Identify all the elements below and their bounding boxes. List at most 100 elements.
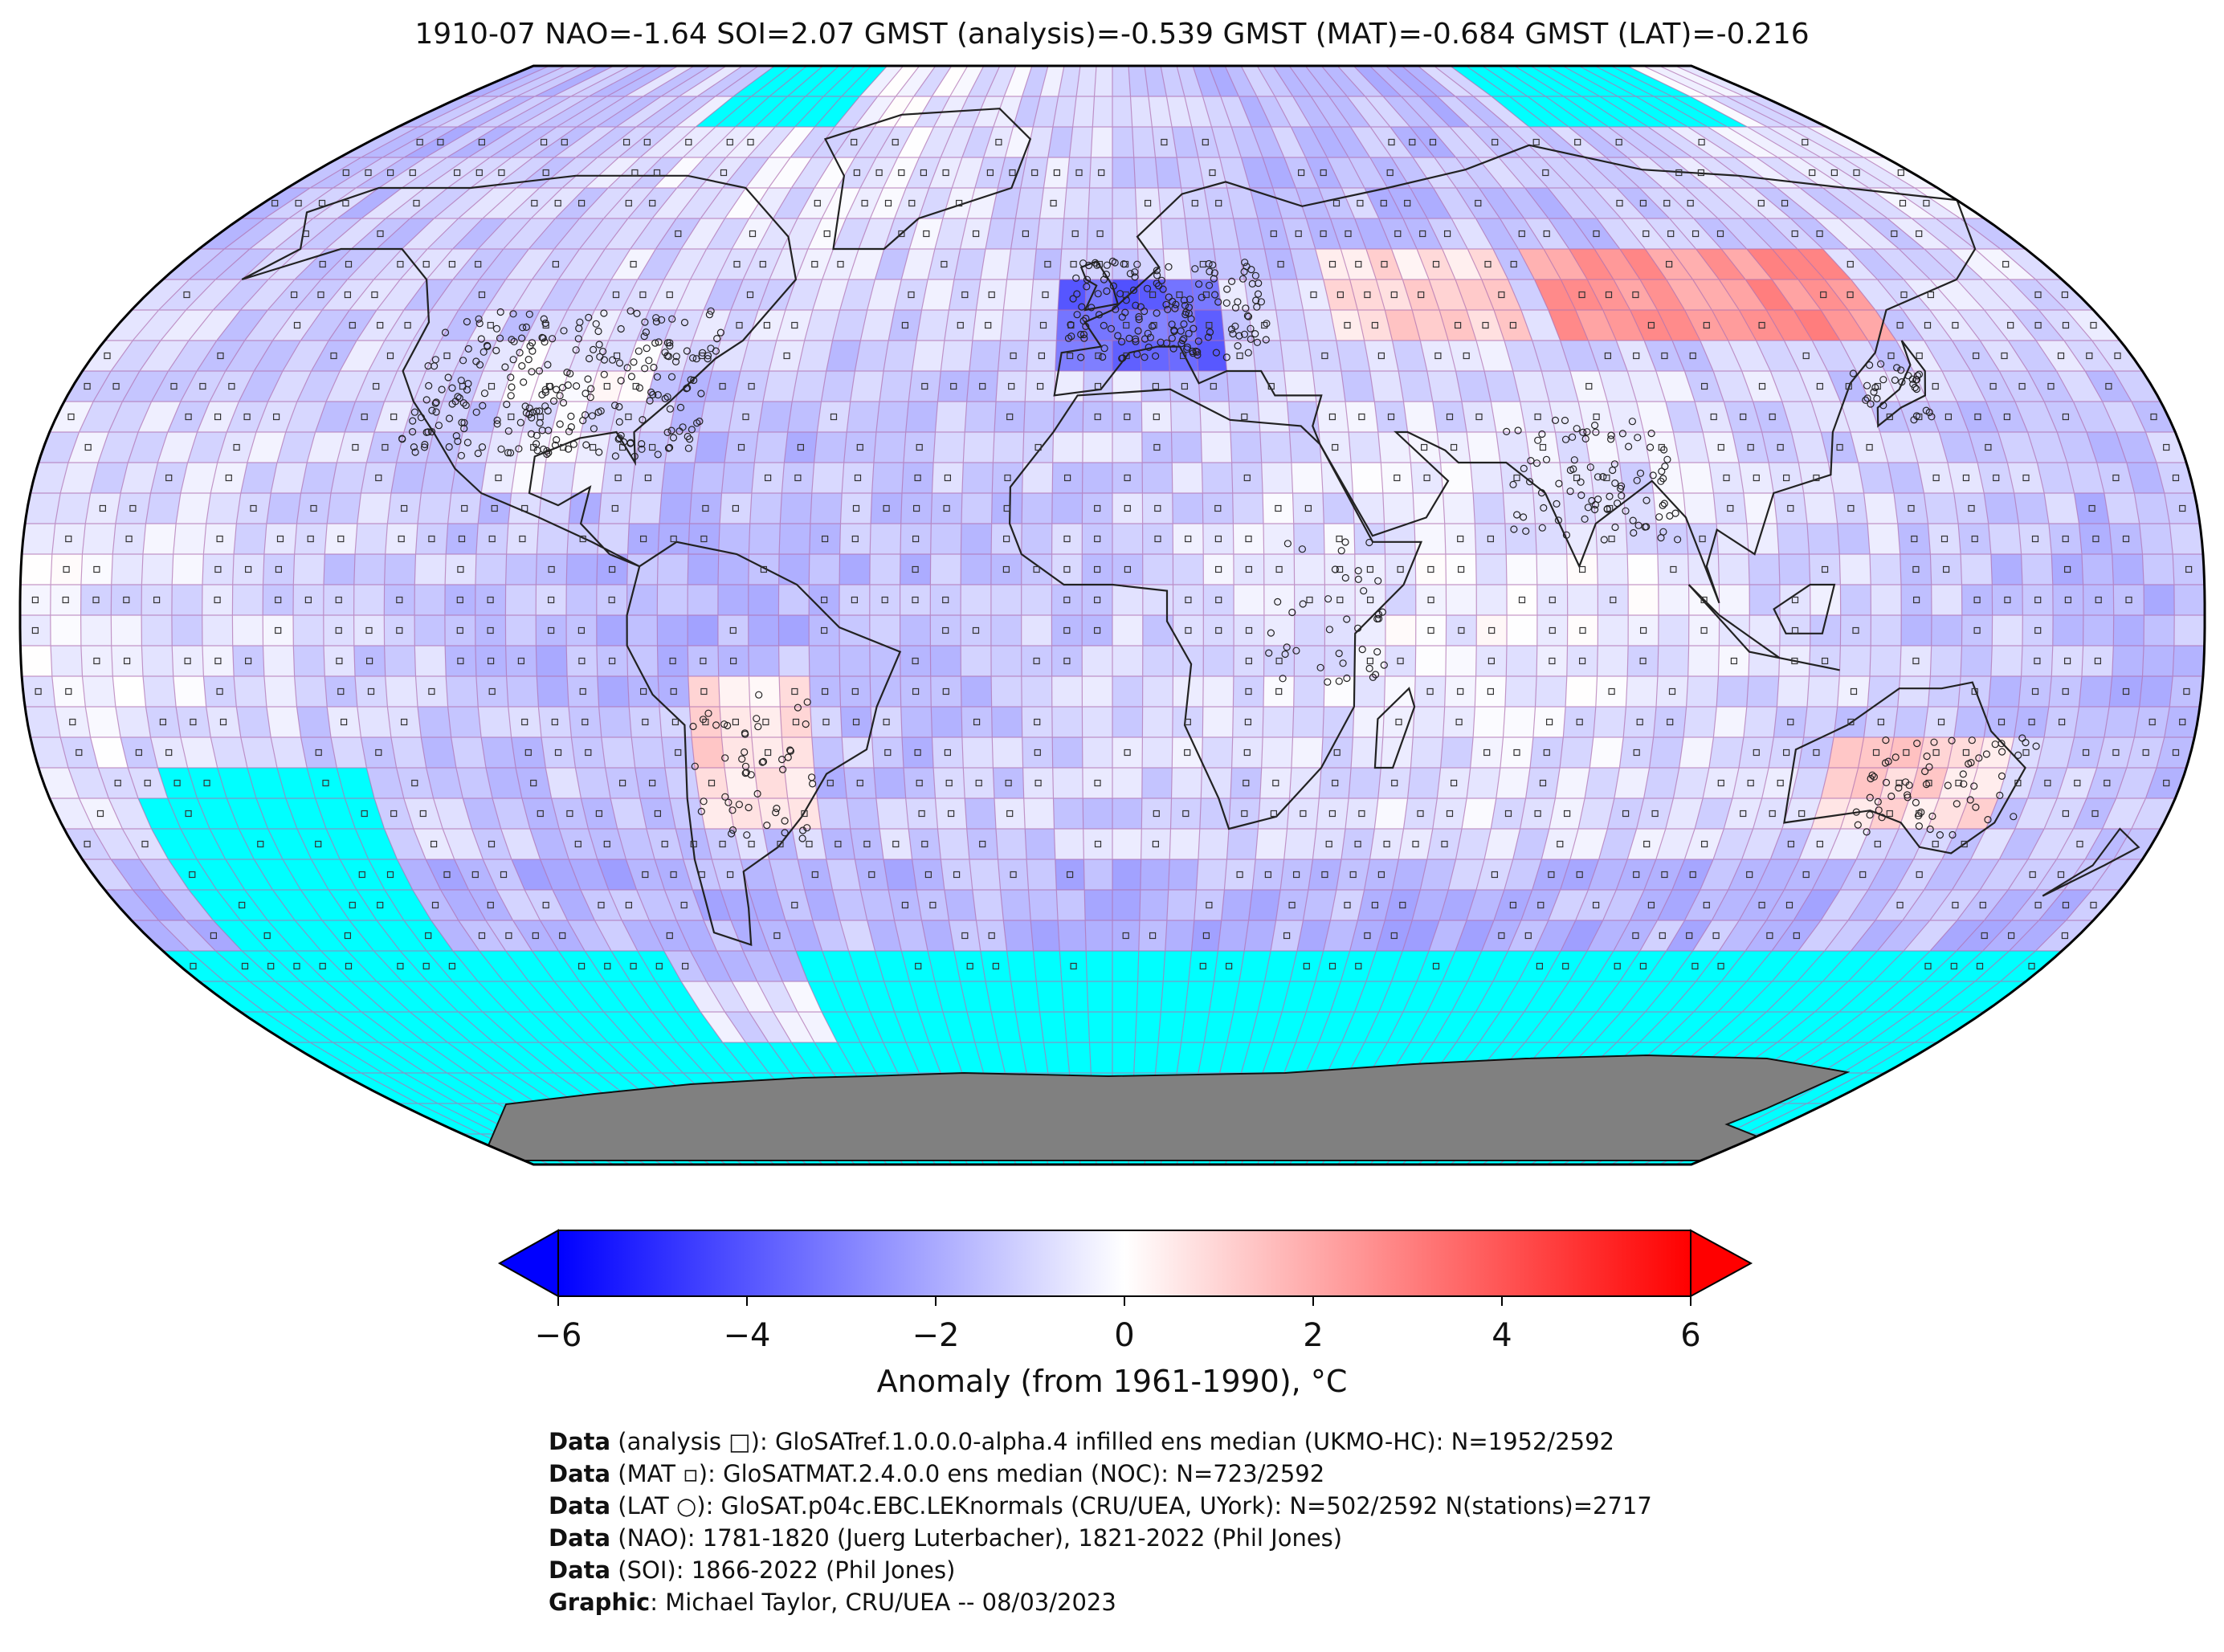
anomaly-cell: [1354, 554, 1385, 585]
anomaly-cell: [749, 1012, 792, 1042]
anomaly-cell: [935, 402, 967, 432]
anomaly-cell: [1871, 615, 1902, 646]
anomaly-cell: [1566, 646, 1598, 676]
anomaly-cell: [98, 768, 138, 798]
anomaly-cell: [138, 402, 181, 432]
anomaly-cell: [1569, 371, 1608, 402]
anomaly-cell: [1684, 371, 1724, 402]
anomaly-cell: [664, 432, 700, 463]
credit-line: Data (MAT ▫): GloSATMAT.2.4.0.0 ens medi…: [549, 1460, 1325, 1487]
anomaly-cell: [93, 829, 140, 859]
anomaly-cell: [2104, 707, 2140, 737]
anomaly-cell: [492, 798, 530, 829]
anomaly-cell: [324, 524, 357, 554]
anomaly-cell: [1476, 615, 1508, 646]
anomaly-cell: [2134, 707, 2170, 737]
anomaly-cell: [1426, 829, 1462, 859]
anomaly-cell: [2113, 371, 2161, 402]
anomaly-cell: [2066, 890, 2120, 920]
anomaly-cell: [1713, 707, 1747, 737]
anomaly-cell: [1233, 646, 1264, 676]
anomaly-cell: [749, 493, 782, 524]
anomaly-cell: [1496, 768, 1530, 798]
anomaly-cell: [1549, 798, 1585, 829]
anomaly-cell: [1703, 432, 1739, 463]
anomaly-cell: [855, 859, 889, 890]
anomaly-cell: [1743, 707, 1777, 737]
anomaly-cell: [733, 829, 769, 859]
anomaly-cell: [414, 585, 446, 615]
anomaly-cell: [961, 554, 992, 585]
anomaly-cell: [875, 402, 909, 432]
anomaly-cell: [1779, 585, 1810, 615]
anomaly-cell: [426, 432, 463, 463]
anomaly-cell: [718, 524, 750, 554]
anomaly-cell: [413, 829, 455, 859]
anomaly-cell: [232, 585, 263, 615]
anomaly-cell: [1898, 798, 1940, 829]
anomaly-cell: [157, 432, 198, 463]
anomaly-cell: [937, 371, 969, 402]
anomaly-cell: [724, 1012, 769, 1042]
anomaly-cell: [1083, 402, 1112, 432]
anomaly-cell: [2113, 615, 2144, 646]
anomaly-cell: [2096, 737, 2135, 768]
anomaly-cell: [1341, 829, 1375, 859]
anomaly-cell: [1687, 554, 1720, 585]
anomaly-cell: [1051, 493, 1083, 524]
anomaly-cell: [1658, 585, 1689, 615]
anomaly-cell: [1555, 432, 1590, 463]
anomaly-cell: [1198, 829, 1229, 859]
anomaly-cell: [688, 615, 718, 646]
anomaly-cell: [1588, 859, 1628, 890]
anomaly-cell: [232, 646, 264, 676]
anomaly-cell: [1657, 646, 1689, 676]
colorbar-tick-label: 0: [1114, 1317, 1135, 1354]
anomaly-cell: [902, 737, 934, 768]
anomaly-cell: [724, 768, 758, 798]
anomaly-cell: [172, 646, 204, 676]
anomaly-cell: [871, 737, 904, 768]
anomaly-cell: [1745, 920, 1794, 951]
anomaly-cell: [1828, 737, 1864, 768]
anomaly-cell: [1082, 737, 1112, 768]
anomaly-cell: [236, 493, 271, 524]
anomaly-cell: [2173, 646, 2205, 676]
anomaly-cell: [1323, 707, 1354, 737]
anomaly-cell: [1324, 554, 1356, 585]
anomaly-cell: [1653, 493, 1687, 524]
anomaly-cell: [1258, 798, 1290, 829]
anomaly-cell: [1909, 432, 1948, 463]
anomaly-cell: [247, 432, 286, 463]
anomaly-cell: [894, 920, 928, 951]
anomaly-cell: [38, 768, 80, 798]
anomaly-cell: [1909, 768, 1948, 798]
anomaly-cell: [1900, 554, 1932, 585]
anomaly-cell: [1952, 859, 2000, 890]
anomaly-cell: [445, 554, 476, 585]
anomaly-cell: [965, 798, 996, 829]
anomaly-cell: [1496, 432, 1530, 463]
anomaly-cell: [468, 890, 513, 920]
anomaly-cell: [1022, 432, 1054, 463]
anomaly-cell: [1713, 829, 1753, 859]
anomaly-cell: [626, 554, 659, 585]
anomaly-cell: [458, 920, 506, 951]
anomaly-cell: [1224, 859, 1256, 890]
anomaly-cell: [263, 585, 294, 615]
anomaly-cell: [475, 524, 508, 554]
anomaly-cell: [1330, 890, 1365, 920]
anomaly-cell: [1173, 646, 1204, 676]
anomaly-cell: [1821, 890, 1868, 920]
anomaly-cell: [1766, 890, 1813, 920]
anomaly-cell: [588, 829, 626, 859]
anomaly-cell: [1021, 524, 1052, 554]
anomaly-cell: [51, 676, 86, 707]
anomaly-cell: [1194, 890, 1225, 920]
anomaly-cell: [1142, 463, 1173, 493]
anomaly-cell: [1887, 463, 1924, 493]
anomaly-cell: [1028, 890, 1059, 920]
anomaly-cell: [2173, 585, 2205, 615]
anomaly-cell: [451, 463, 486, 493]
anomaly-cell: [757, 798, 793, 829]
